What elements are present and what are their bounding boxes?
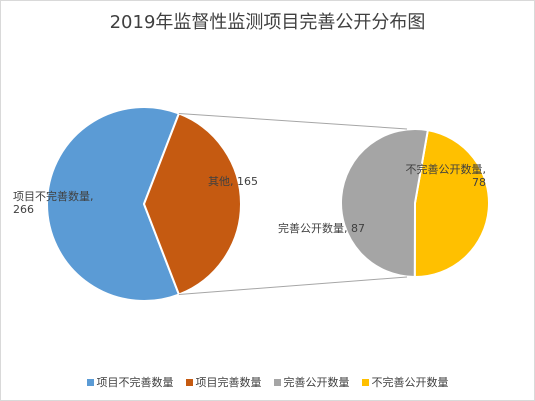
legend-label: 项目不完善数量 xyxy=(96,376,174,389)
legend-item: 完善公开数量 xyxy=(273,374,350,390)
data-label: 完善公开数量, 87 xyxy=(278,221,365,235)
legend-swatch xyxy=(361,378,369,386)
legend: 项目不完善数量 项目完善数量 完善公开数量 不完善公开数量 xyxy=(0,374,535,390)
connector-line xyxy=(178,276,408,296)
legend-swatch xyxy=(185,378,193,386)
legend-label: 不完善公开数量 xyxy=(371,376,449,389)
legend-swatch xyxy=(86,378,94,386)
data-label: 不完善公开数量, 78 xyxy=(406,162,487,189)
pie-slice xyxy=(340,128,430,279)
connector-line xyxy=(178,112,408,130)
pie-slice xyxy=(46,106,181,302)
pie-slice xyxy=(142,112,242,296)
legend-item: 项目不完善数量 xyxy=(86,374,174,390)
legend-label: 项目完善数量 xyxy=(195,376,262,389)
pie-slice xyxy=(413,128,490,279)
legend-item: 不完善公开数量 xyxy=(361,374,449,390)
data-label: 其他, 165 xyxy=(208,175,258,188)
data-label: 项目不完善数量, 266 xyxy=(13,189,94,216)
legend-swatch xyxy=(273,378,281,386)
legend-label: 完善公开数量 xyxy=(283,376,350,389)
legend-item: 项目完善数量 xyxy=(185,374,262,390)
chart-title: 2019年监督性监测项目完善公开分布图 xyxy=(109,12,426,33)
